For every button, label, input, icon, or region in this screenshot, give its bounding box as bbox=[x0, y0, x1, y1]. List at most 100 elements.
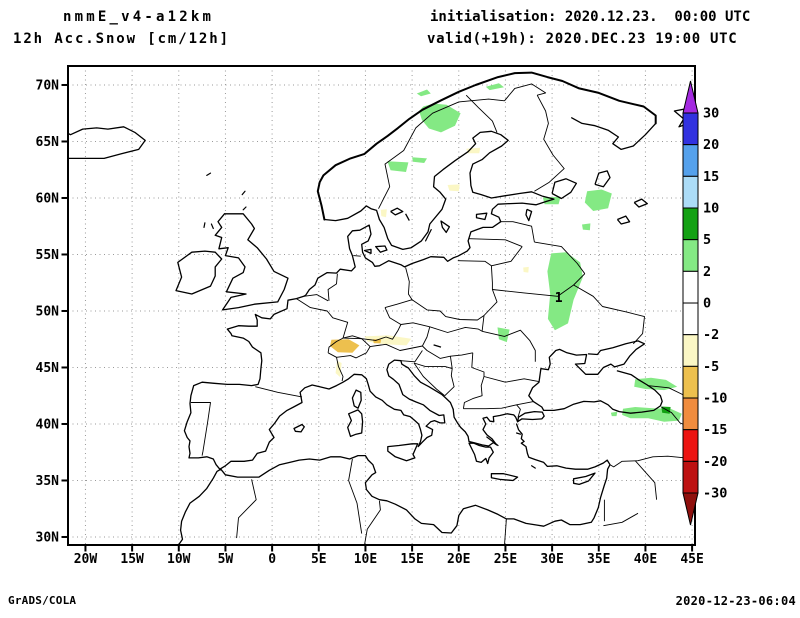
coastline bbox=[440, 220, 451, 234]
country-border bbox=[327, 273, 338, 301]
country-border bbox=[482, 329, 536, 362]
y-axis-label: 40N bbox=[36, 417, 60, 432]
colorbar-segment bbox=[682, 334, 699, 367]
map-interior: 1 bbox=[68, 66, 695, 545]
coastline bbox=[68, 126, 146, 160]
colorbar-label: 20 bbox=[703, 137, 719, 153]
y-axis-label: 55N bbox=[36, 248, 60, 263]
country-border bbox=[405, 267, 413, 300]
snow-region bbox=[416, 89, 431, 97]
coastline bbox=[468, 442, 494, 465]
grads-credit: GrADS/COLA bbox=[8, 594, 77, 607]
country-border bbox=[499, 221, 535, 243]
country-border bbox=[303, 294, 329, 302]
colorbar-label: 15 bbox=[703, 169, 719, 185]
country-border bbox=[364, 500, 381, 545]
coastline bbox=[516, 410, 545, 423]
y-axis-label: 50N bbox=[36, 304, 60, 319]
lake-outline bbox=[405, 213, 410, 221]
snow-region bbox=[523, 266, 529, 273]
lake-outline bbox=[433, 344, 442, 348]
coastline bbox=[214, 213, 289, 311]
snow-region bbox=[335, 360, 342, 378]
lake-outline bbox=[616, 215, 631, 225]
lake-outline bbox=[551, 178, 578, 200]
x-axis-label: 10E bbox=[354, 552, 377, 567]
country-border bbox=[504, 83, 547, 102]
coastline bbox=[177, 423, 611, 545]
country-border bbox=[400, 350, 423, 363]
snow-region bbox=[542, 196, 561, 205]
snow-region bbox=[634, 377, 678, 391]
snow-region bbox=[419, 103, 461, 133]
colorbar-label: 10 bbox=[703, 201, 719, 217]
country-border bbox=[422, 345, 473, 359]
country-border bbox=[483, 376, 540, 383]
country-border bbox=[348, 458, 363, 534]
coastline bbox=[425, 229, 432, 242]
snow-region bbox=[412, 157, 427, 163]
country-border bbox=[384, 307, 430, 328]
coastline bbox=[515, 432, 522, 435]
colorbar-label: 30 bbox=[703, 106, 719, 122]
coastline bbox=[175, 250, 223, 295]
country-border bbox=[465, 94, 498, 133]
x-axis-label: 5E bbox=[311, 552, 327, 567]
colorbar-segment bbox=[682, 365, 699, 399]
country-border bbox=[462, 376, 485, 409]
snow-region bbox=[485, 83, 504, 91]
colorbar-segment bbox=[682, 144, 699, 177]
country-border bbox=[255, 386, 303, 398]
country-border bbox=[481, 265, 498, 332]
coastline bbox=[241, 190, 246, 196]
x-axis-label: 20E bbox=[447, 552, 470, 567]
coastline bbox=[452, 408, 519, 447]
y-axis-label: 45N bbox=[36, 361, 60, 376]
colorbar-segment bbox=[682, 429, 699, 462]
creation-timestamp: 2020-12-23-06:04 bbox=[675, 594, 796, 608]
country-border bbox=[429, 326, 483, 333]
coastline bbox=[316, 71, 657, 221]
x-axis-label: 15E bbox=[400, 552, 423, 567]
colorbar-label: -20 bbox=[703, 454, 727, 470]
country-border bbox=[492, 273, 586, 297]
country-border bbox=[378, 98, 505, 209]
lake-outline bbox=[525, 208, 533, 222]
coastline bbox=[351, 389, 362, 409]
colorbar-segment bbox=[682, 207, 699, 241]
colorbar-label: 2 bbox=[703, 264, 711, 280]
country-border bbox=[534, 241, 586, 274]
country-border bbox=[504, 518, 507, 545]
snow-region bbox=[497, 327, 510, 343]
country-border bbox=[336, 357, 344, 382]
coastline bbox=[183, 130, 555, 470]
country-border bbox=[236, 479, 257, 539]
colorbar-label: 5 bbox=[703, 232, 711, 248]
snow-region bbox=[387, 161, 409, 172]
contour-label: 1 bbox=[555, 291, 563, 306]
coastline bbox=[203, 222, 206, 228]
coastline bbox=[571, 117, 657, 151]
snow-region bbox=[584, 189, 612, 211]
x-axis-label: 25E bbox=[494, 552, 517, 567]
x-axis-label: 30E bbox=[540, 552, 563, 567]
colorbar-label: -10 bbox=[703, 391, 727, 407]
colorbar-label: -30 bbox=[703, 486, 727, 502]
coastline bbox=[293, 423, 305, 433]
snow-region bbox=[447, 184, 460, 192]
colorbar-segment bbox=[682, 397, 699, 431]
country-border bbox=[327, 335, 371, 359]
y-axis-label: 65N bbox=[36, 135, 60, 150]
country-border bbox=[634, 460, 658, 500]
x-axis-label: 0 bbox=[268, 552, 276, 567]
coastline bbox=[530, 465, 536, 469]
init-time-label: initialisation: 2020.12.23. 00:00 UTC bbox=[430, 9, 751, 25]
coastline bbox=[387, 443, 419, 462]
snow-region bbox=[582, 223, 591, 231]
colorbar-segment bbox=[682, 460, 699, 494]
y-axis-label: 35N bbox=[36, 474, 60, 489]
coastline bbox=[486, 436, 499, 447]
country-border bbox=[573, 284, 645, 345]
